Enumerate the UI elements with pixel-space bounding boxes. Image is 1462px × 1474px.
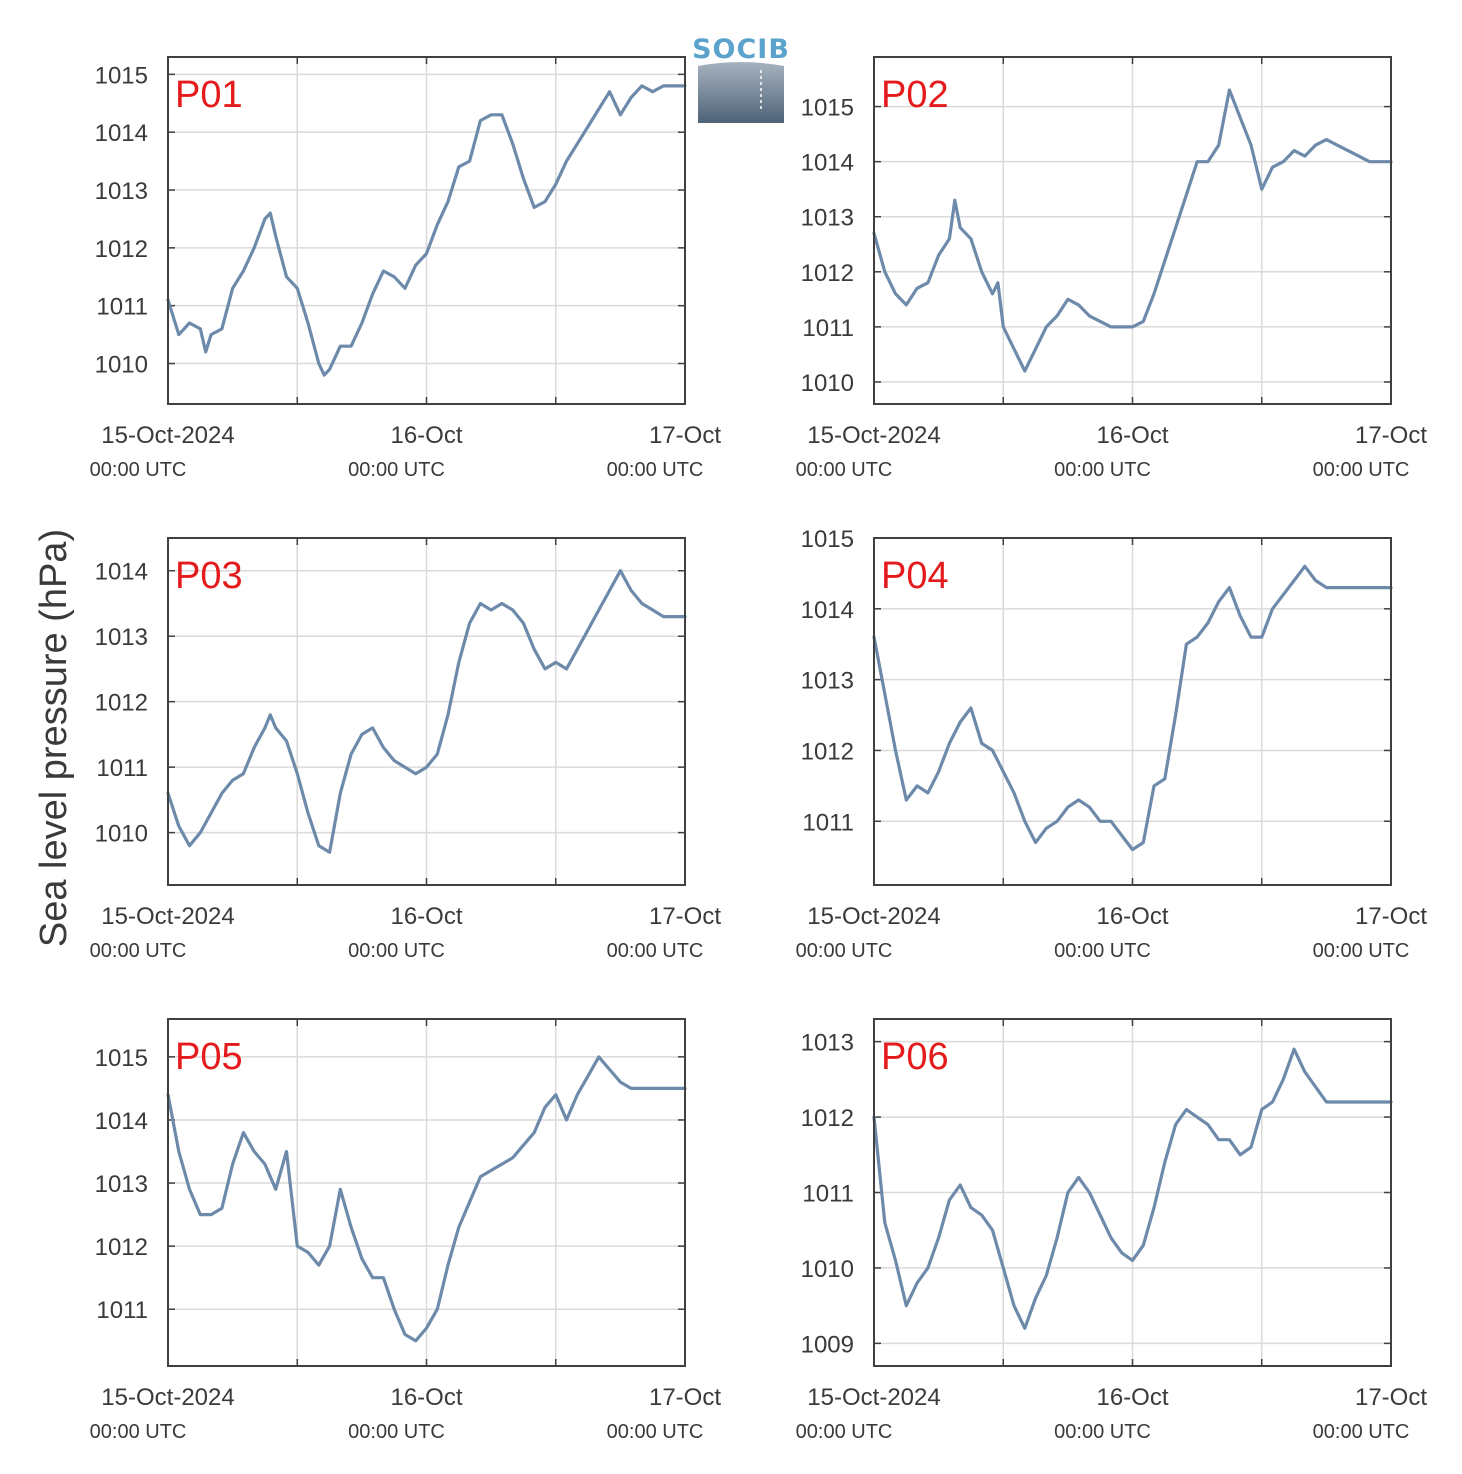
axes-frame bbox=[873, 56, 1392, 405]
y-tick-label: 1011 bbox=[802, 1181, 854, 1208]
y-tick-label: 1011 bbox=[802, 809, 854, 836]
series-line-p06 bbox=[872, 1047, 1393, 1330]
y-tick-label: 1015 bbox=[95, 62, 148, 89]
y-tick-label: 1013 bbox=[95, 178, 148, 205]
station-label-p01: P01 bbox=[175, 74, 243, 116]
x-tick-label: 16-Oct bbox=[390, 422, 462, 449]
station-label-p02: P02 bbox=[881, 74, 949, 116]
y-axis-label: Sea level pressure (hPa) bbox=[33, 529, 75, 947]
y-tick-label: 1014 bbox=[95, 1108, 148, 1135]
x-tick-time-label: 00:00 UTC bbox=[607, 1421, 704, 1443]
station-label-p06: P06 bbox=[881, 1036, 949, 1078]
y-tick-label: 1010 bbox=[95, 821, 148, 848]
x-tick-time-label: 00:00 UTC bbox=[1054, 940, 1151, 962]
x-tick-time-label: 00:00 UTC bbox=[348, 459, 445, 481]
y-tick-label: 1011 bbox=[96, 294, 148, 321]
series-line-p02 bbox=[872, 88, 1393, 373]
x-tick-label: 15-Oct-2024 bbox=[807, 1384, 940, 1411]
y-tick-label: 1014 bbox=[95, 559, 148, 586]
x-tick-label: 15-Oct-2024 bbox=[807, 903, 940, 930]
x-tick-label: 16-Oct bbox=[1096, 1384, 1168, 1411]
y-tick-label: 1014 bbox=[95, 120, 148, 147]
series-line-p05 bbox=[166, 1055, 687, 1343]
axes-frame bbox=[167, 1018, 686, 1367]
axes-frame bbox=[873, 537, 1392, 886]
y-tick-label: 1012 bbox=[801, 738, 854, 765]
x-tick-label: 16-Oct bbox=[390, 903, 462, 930]
y-tick-label: 1012 bbox=[801, 1105, 854, 1132]
x-tick-time-label: 00:00 UTC bbox=[90, 459, 187, 481]
y-tick-label: 1011 bbox=[802, 315, 854, 342]
station-label-p05: P05 bbox=[175, 1036, 243, 1078]
series-line-p03 bbox=[166, 569, 687, 854]
y-tick-label: 1015 bbox=[801, 526, 854, 553]
y-tick-label: 1009 bbox=[801, 1331, 854, 1358]
y-tick-label: 1012 bbox=[95, 1234, 148, 1261]
x-tick-label: 16-Oct bbox=[1096, 422, 1168, 449]
y-tick-label: 1010 bbox=[801, 1256, 854, 1283]
x-tick-label: 15-Oct-2024 bbox=[101, 422, 234, 449]
x-tick-time-label: 00:00 UTC bbox=[607, 459, 704, 481]
x-tick-label: 16-Oct bbox=[1096, 903, 1168, 930]
x-tick-time-label: 00:00 UTC bbox=[348, 940, 445, 962]
socib-logo-text: SOCIB bbox=[692, 34, 790, 65]
x-tick-label: 15-Oct-2024 bbox=[101, 903, 234, 930]
x-tick-time-label: 00:00 UTC bbox=[796, 459, 893, 481]
y-tick-label: 1010 bbox=[95, 352, 148, 379]
panel-p04: 1011 1012 1013 1014 1015 P04 15-Oct-2024 00:00 … bbox=[796, 526, 1428, 962]
y-tick-label: 1014 bbox=[801, 150, 854, 177]
y-tick-label: 1013 bbox=[95, 624, 148, 651]
axes-frame bbox=[873, 1018, 1392, 1367]
series-line-p04 bbox=[872, 564, 1393, 852]
x-tick-time-label: 00:00 UTC bbox=[1313, 940, 1410, 962]
x-tick-time-label: 00:00 UTC bbox=[1313, 459, 1410, 481]
y-tick-label: 1013 bbox=[801, 1030, 854, 1057]
y-tick-label: 1012 bbox=[95, 236, 148, 263]
y-tick-label: 1015 bbox=[95, 1045, 148, 1072]
series-line-p01 bbox=[166, 84, 687, 377]
x-tick-label: 17-Oct bbox=[1355, 422, 1427, 449]
panel-p06: 1009 1010 1011 1012 1013 P06 15-Oct-2024 00:00 … bbox=[796, 1018, 1427, 1443]
station-label-p04: P04 bbox=[881, 555, 949, 597]
station-label-p03: P03 bbox=[175, 555, 243, 597]
x-tick-label: 17-Oct bbox=[1355, 903, 1427, 930]
y-tick-label: 1010 bbox=[801, 370, 854, 397]
x-tick-time-label: 00:00 UTC bbox=[348, 1421, 445, 1443]
socib-logo: SOCIB bbox=[692, 34, 790, 123]
socib-logo-wave-icon bbox=[698, 62, 784, 123]
y-tick-label: 1013 bbox=[95, 1171, 148, 1198]
panel-p05: 1011 1012 1013 1014 1015 P05 15-Oct-2024 00:00 … bbox=[90, 1018, 721, 1443]
x-tick-label: 16-Oct bbox=[390, 1384, 462, 1411]
x-tick-time-label: 00:00 UTC bbox=[1313, 1421, 1410, 1443]
x-tick-time-label: 00:00 UTC bbox=[1054, 1421, 1151, 1443]
axes-frame bbox=[167, 537, 686, 886]
y-tick-label: 1012 bbox=[801, 260, 854, 287]
panel-p01: 1010 1011 1012 1013 1014 1015 P01 15-Oct-2024 00… bbox=[90, 56, 721, 481]
x-tick-label: 17-Oct bbox=[649, 422, 721, 449]
x-tick-label: 17-Oct bbox=[649, 1384, 721, 1411]
y-tick-label: 1011 bbox=[96, 755, 148, 782]
y-tick-label: 1012 bbox=[95, 690, 148, 717]
y-tick-label: 1013 bbox=[801, 205, 854, 232]
x-tick-label: 15-Oct-2024 bbox=[807, 422, 940, 449]
axes-frame bbox=[167, 56, 686, 405]
y-tick-label: 1014 bbox=[801, 597, 854, 624]
panel-p02: 1010 1011 1012 1013 1014 1015 P02 15-Oct-2024 00… bbox=[796, 56, 1427, 481]
y-tick-label: 1015 bbox=[801, 95, 854, 122]
y-tick-label: 1011 bbox=[96, 1297, 148, 1324]
x-tick-time-label: 00:00 UTC bbox=[1054, 459, 1151, 481]
x-tick-label: 15-Oct-2024 bbox=[101, 1384, 234, 1411]
x-tick-time-label: 00:00 UTC bbox=[796, 940, 893, 962]
x-tick-time-label: 00:00 UTC bbox=[90, 1421, 187, 1443]
x-tick-time-label: 00:00 UTC bbox=[90, 940, 187, 962]
y-tick-label: 1013 bbox=[801, 668, 854, 695]
panel-p03: 1010 1011 1012 1013 1014 P03 15-Oct-2024 00:00 … bbox=[90, 537, 721, 962]
x-tick-time-label: 00:00 UTC bbox=[796, 1421, 893, 1443]
x-tick-time-label: 00:00 UTC bbox=[607, 940, 704, 962]
x-tick-label: 17-Oct bbox=[649, 903, 721, 930]
x-tick-label: 17-Oct bbox=[1355, 1384, 1427, 1411]
